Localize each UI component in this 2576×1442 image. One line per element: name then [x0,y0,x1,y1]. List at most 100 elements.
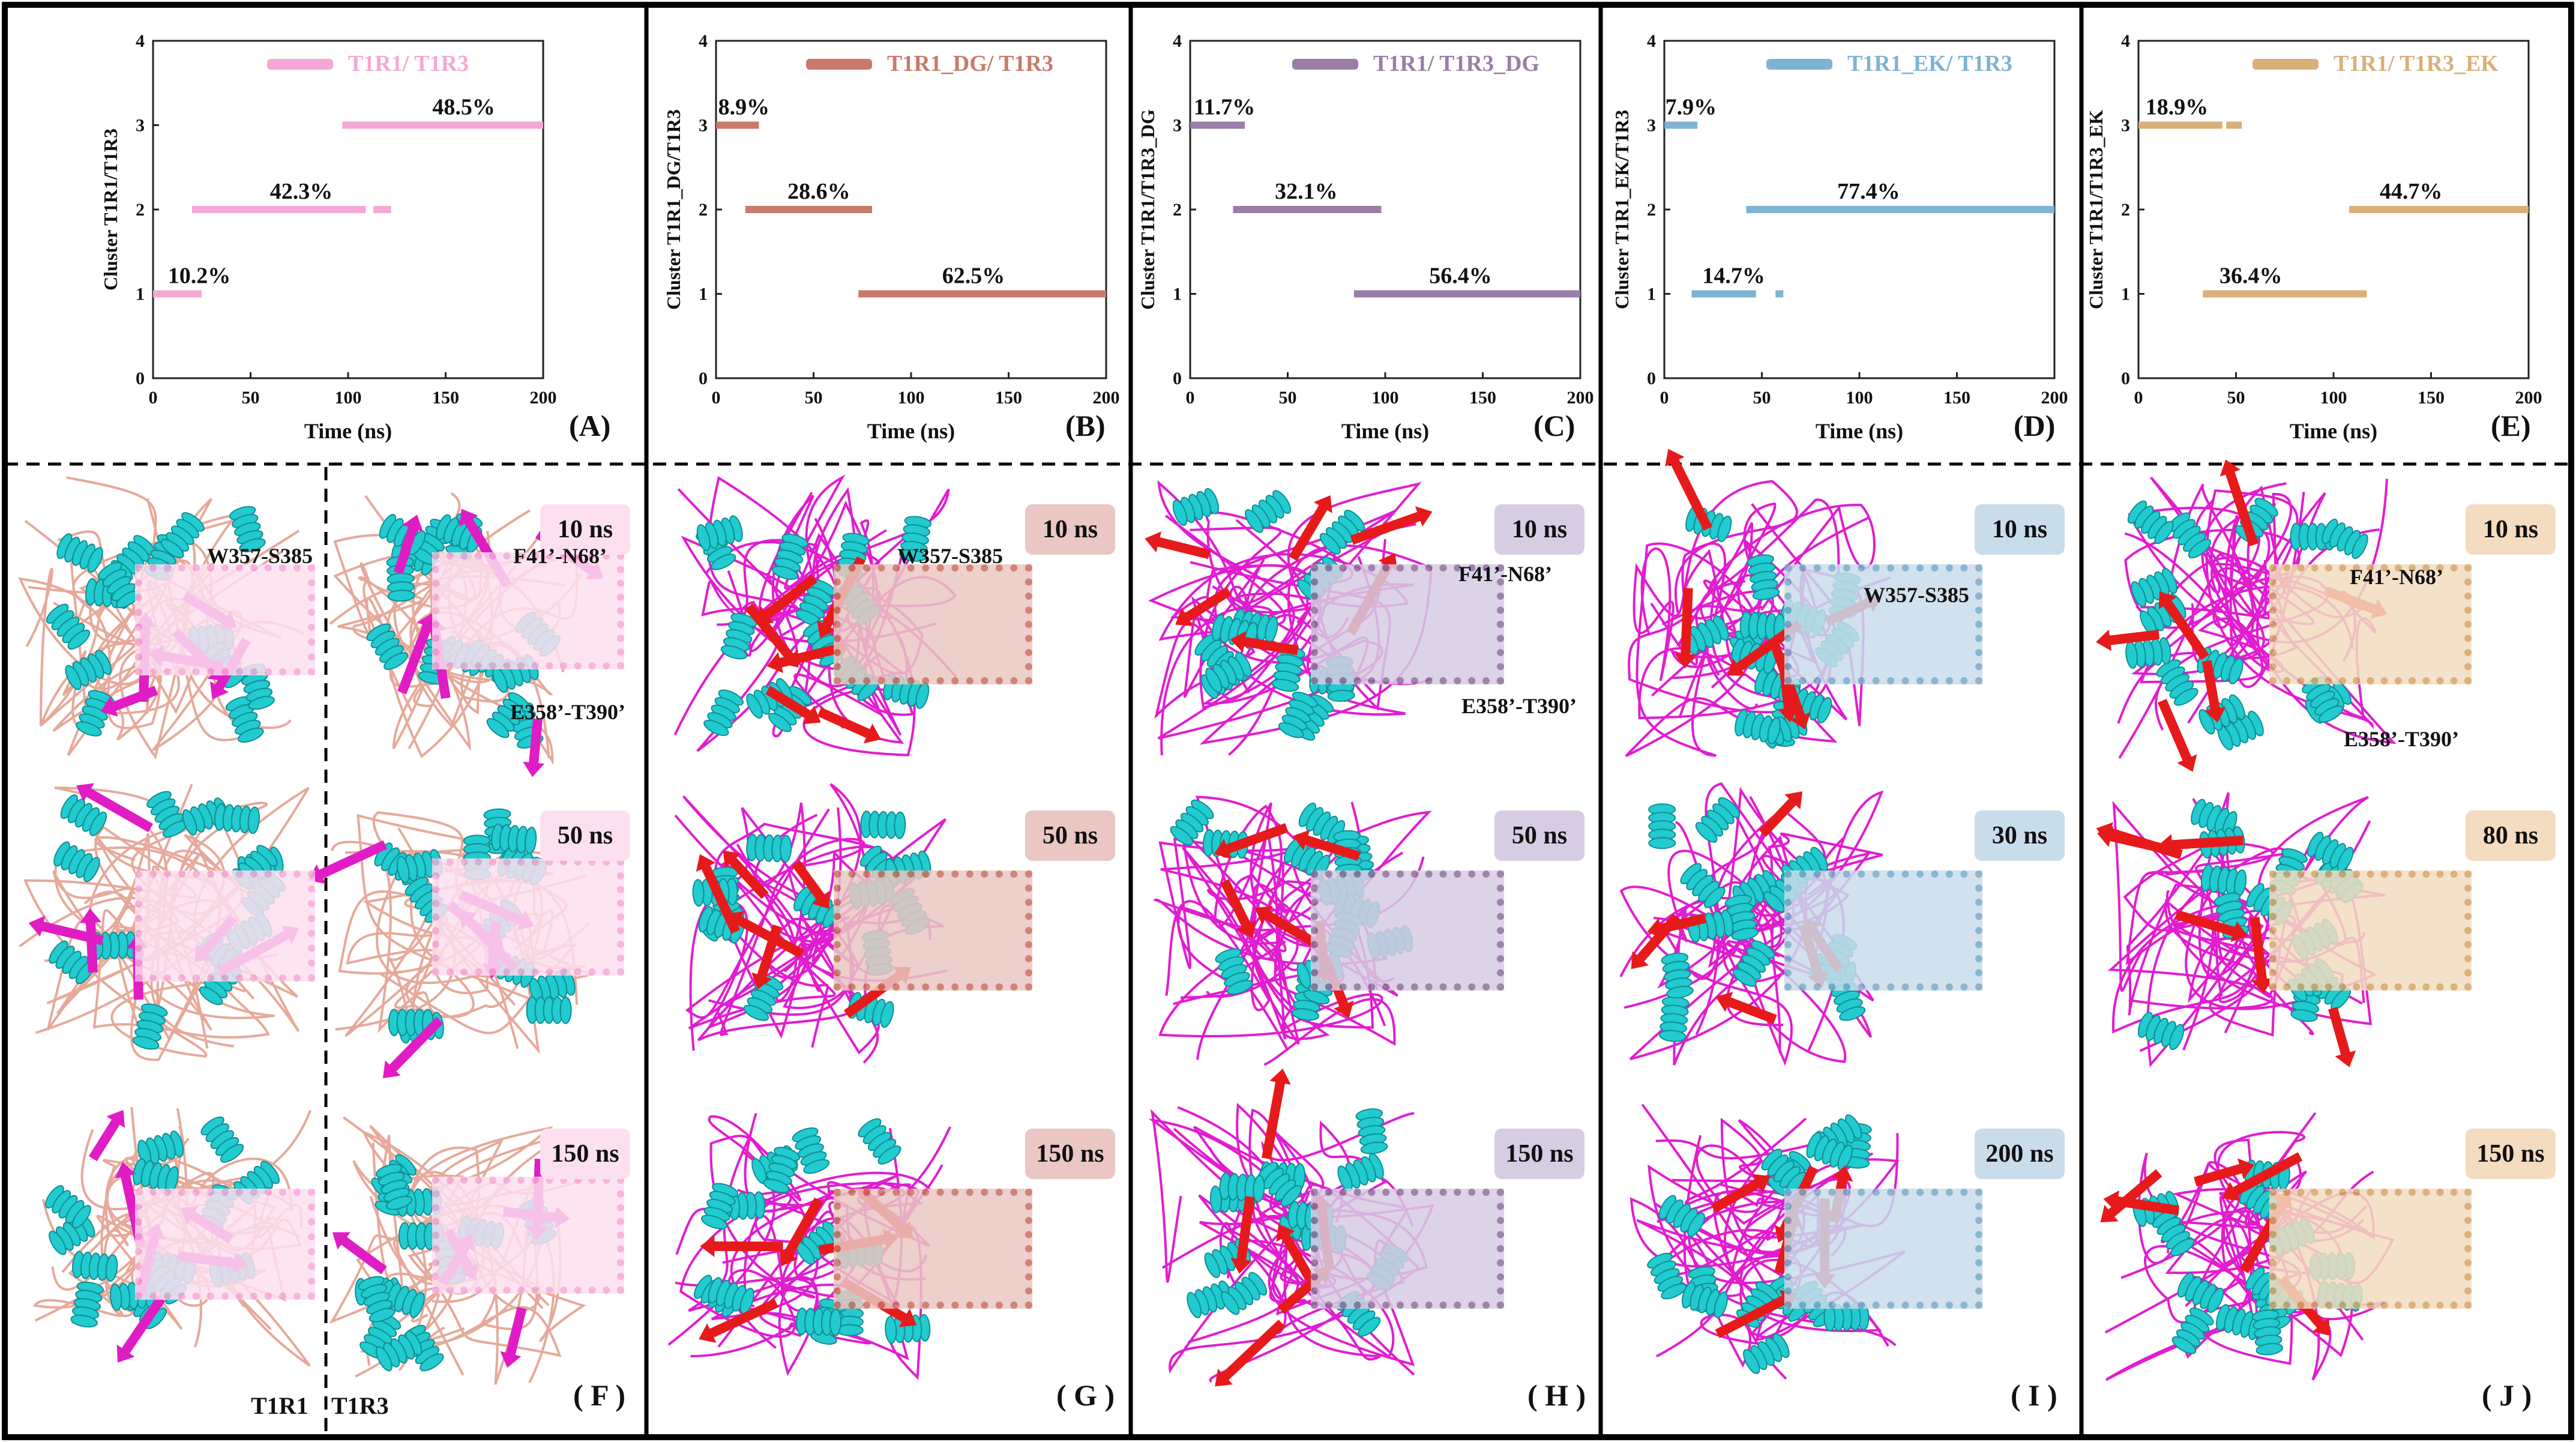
helix-ribbon [792,1127,830,1174]
helix-turn [1714,1291,1728,1318]
helix-turn [248,696,275,710]
helix-turn [559,996,572,1024]
y-tick-label: 4 [1173,31,1182,51]
helix-turn [1204,1252,1221,1279]
helix-turn [899,549,927,562]
beta-sheet [76,783,154,833]
helix-ribbon [1680,863,1726,908]
helix-ribbon [1761,1148,1807,1194]
beta-sheet [1276,1223,1314,1281]
cluster-segment [1691,290,1756,298]
subunit-label-t1r1: T1R1 [251,1392,308,1419]
x-tick-label: 200 [530,388,557,408]
helix-turn [763,1178,790,1193]
helix-turn [1752,587,1780,600]
y-tick-label: 4 [1647,31,1656,51]
helix-turn [885,1316,897,1344]
helix-ribbon [60,794,107,836]
y-axis-label: Cluster T1R1/T1R3_DG [1137,109,1158,310]
x-axis-label: Time (ns) [2290,419,2377,443]
x-axis-label: Time (ns) [867,419,955,443]
helix-ribbon [229,505,266,552]
helix-ribbon [1215,948,1253,995]
helix-ribbon [137,1130,184,1167]
beta-sheet [382,1016,444,1079]
x-tick-label: 0 [2134,388,2143,408]
beta-sheet [2249,917,2273,994]
time-badge: 10 ns [1975,504,2065,555]
highlight-region-t1r3 [432,1177,624,1294]
beta-sheet [393,514,423,575]
helix-turn [1296,962,1311,989]
helix-turn [247,806,260,834]
cluster-segment [153,290,202,298]
helix-turn [1648,837,1676,849]
beta-sheet [88,1109,125,1162]
loop-coil [25,476,162,741]
x-tick-label: 100 [335,388,362,408]
beta-sheet [766,642,846,674]
x-tick-label: 150 [995,388,1022,408]
beta-sheet [523,718,545,777]
x-tick-label: 0 [1186,388,1195,408]
helix-ribbon [860,810,906,839]
beta-sheet [100,686,158,717]
beta-sheet [2096,825,2168,854]
helix-turn [692,879,705,907]
beta-sheet [116,1295,166,1363]
helix-ribbon [2191,798,2237,837]
helix-ribbon [796,1308,842,1336]
legend-swatch [2252,59,2319,70]
beta-sheet [1230,631,1299,656]
helix-turn [743,1004,769,1021]
helix-turn [105,1254,118,1282]
beta-sheet [1665,448,1712,531]
highlight-region [1784,564,1982,684]
helix-turn [2188,538,2212,559]
helix-ribbon [133,1158,179,1193]
helix-ribbon [65,650,112,690]
helix-turn [1319,532,1341,555]
residue-range-annotation: F41’-N68’ [1458,562,1552,586]
cluster-segment [2203,290,2367,298]
x-tick-label: 150 [1469,388,1496,408]
helix-ribbon [708,1277,754,1315]
helix-ribbon [132,1003,168,1050]
helix-turn [83,857,100,882]
helix-turn [1187,1292,1202,1318]
beta-sheet [778,1197,823,1267]
beta-sheet [1769,641,1811,730]
helix-turn [420,1353,444,1372]
beta-sheet [2174,910,2248,943]
helix-turn [384,652,409,670]
helix-turn [1763,891,1785,913]
time-badge: 150 ns [540,1129,630,1179]
panel-label-d: (D) [2014,409,2056,442]
segment-percent-label: 32.1% [1275,179,1338,204]
helix-turn [1687,1212,1705,1237]
helix-ribbon [388,1009,434,1037]
helix-turn [1839,1006,1866,1021]
y-tick-label: 0 [136,369,145,388]
y-axis-label: Cluster T1R1/T1R3_EK [2085,110,2107,309]
helix-turn [387,590,415,602]
beta-sheet [2095,629,2160,651]
y-tick-label: 0 [1647,369,1656,388]
time-badge: 30 ns [1975,810,2065,861]
helix-ribbon [160,512,205,558]
helix-ribbon [214,803,260,834]
helix-turn [199,986,223,1006]
beta-sheet [756,574,817,624]
segment-percent-label: 11.7% [1194,95,1255,120]
time-badge: 50 ns [1494,810,1584,861]
helix-turn [2290,1009,2318,1022]
helix-turn [76,721,102,737]
beta-sheet [1711,1174,1771,1213]
y-tick-label: 3 [1647,116,1656,136]
helix-turn [2171,1336,2197,1354]
helix-ribbon [1732,940,1775,987]
highlight-region [1310,1189,1505,1309]
highlight-region [2269,1189,2472,1309]
helix-ribbon [1172,487,1219,526]
helix-ribbon [2152,1210,2195,1256]
